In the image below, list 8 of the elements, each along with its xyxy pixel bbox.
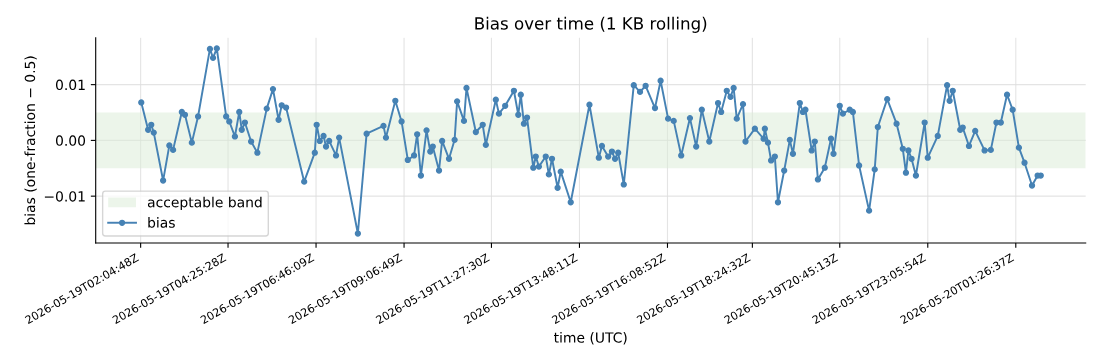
y-axis-title: bias (one-fraction − 0.5) bbox=[24, 56, 37, 225]
y-tick-label: 0.01 bbox=[55, 79, 85, 91]
x-axis-title: time (UTC) bbox=[553, 332, 627, 345]
legend-label: bias bbox=[148, 217, 175, 228]
chart-title: Bias over time (1 KB rolling) bbox=[475, 16, 707, 33]
y-tick-label: −0.01 bbox=[44, 191, 85, 202]
legend-label: acceptable band bbox=[147, 196, 262, 211]
y-tick-label: 0.00 bbox=[55, 135, 86, 146]
